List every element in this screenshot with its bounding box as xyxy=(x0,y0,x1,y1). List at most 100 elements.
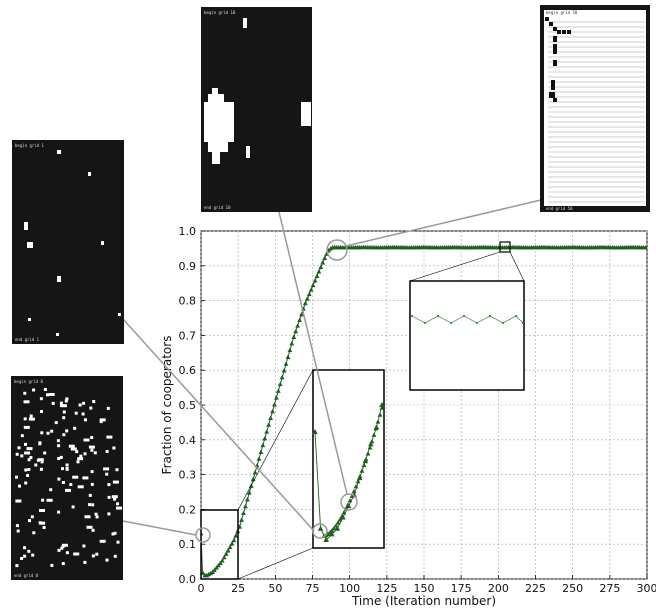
grid-cell xyxy=(60,404,67,408)
grid-cell xyxy=(69,483,73,487)
grid-cell xyxy=(56,439,60,443)
data-point xyxy=(287,347,293,353)
y-tick-label: 0.3 xyxy=(179,469,197,482)
y-tick-label: 1.0 xyxy=(179,225,197,238)
x-tick-label: 275 xyxy=(599,582,620,595)
grid-cell xyxy=(29,414,33,418)
zoom-connector-4 xyxy=(509,251,525,282)
x-tick-label: 125 xyxy=(376,582,397,595)
grid-cell xyxy=(562,30,566,34)
grid-cell xyxy=(15,475,18,479)
inset-late-series xyxy=(411,315,524,324)
data-point xyxy=(283,361,289,366)
grid-cell xyxy=(60,546,64,550)
grid-cell xyxy=(23,425,30,429)
grid-cell xyxy=(91,503,95,507)
grid-cell xyxy=(65,551,69,555)
grid-cell xyxy=(31,553,35,557)
grid-cell xyxy=(38,442,42,446)
grid-cell xyxy=(116,502,119,506)
grid-cell xyxy=(40,431,44,435)
svg-text:begin grid 50: begin grid 50 xyxy=(546,10,578,15)
inset-late-point xyxy=(522,322,524,324)
svg-text:begin grid 0: begin grid 0 xyxy=(14,379,43,384)
grid-cell xyxy=(23,400,30,404)
grid-cell xyxy=(24,468,28,472)
x-tick-label: 300 xyxy=(637,582,656,595)
grid-cell xyxy=(62,433,66,437)
grid-cell xyxy=(49,488,53,492)
inset-data-point xyxy=(353,483,359,489)
grid-cell xyxy=(46,431,50,435)
grid-cell xyxy=(65,463,69,467)
x-axis: 0 25 50 75 100 125 150 175 200 225 250 275 300 xyxy=(198,575,656,595)
inset-data-point xyxy=(375,419,381,424)
grid-cell xyxy=(57,276,61,282)
y-tick-label: 0.5 xyxy=(179,399,197,412)
grid-cell xyxy=(17,446,21,450)
data-point xyxy=(289,340,295,346)
data-point xyxy=(244,497,250,502)
grid-cell xyxy=(116,540,120,544)
grid-cell xyxy=(88,503,92,507)
data-point xyxy=(643,245,647,250)
data-point xyxy=(310,282,316,288)
grid-cell xyxy=(77,457,84,461)
inset-data-point xyxy=(379,402,385,407)
grid-cell xyxy=(92,400,96,403)
grid-cell xyxy=(40,460,44,464)
x-tick-label: 175 xyxy=(451,582,472,595)
inset-late-point xyxy=(476,322,478,324)
grid-cell xyxy=(545,17,549,21)
grid-cell xyxy=(82,401,86,405)
grid-cell xyxy=(90,470,94,474)
y-tick-label: 0.2 xyxy=(179,503,197,516)
grid-cell xyxy=(15,564,19,568)
grid-cell xyxy=(54,421,58,425)
grid-cell xyxy=(107,495,111,499)
grid-cell xyxy=(27,458,31,462)
grid-cell xyxy=(115,468,119,472)
grid-cell xyxy=(40,410,43,413)
data-point xyxy=(308,287,314,292)
grid-cell xyxy=(113,554,117,558)
grid-cell xyxy=(29,456,33,459)
grid-cell xyxy=(20,454,24,458)
grid-cell xyxy=(208,142,228,152)
grid-cell xyxy=(567,30,571,34)
grid-cell xyxy=(73,552,80,556)
grid-cell xyxy=(39,467,43,471)
grid-cell xyxy=(246,146,250,158)
grid-cell xyxy=(24,442,27,446)
data-point xyxy=(233,533,239,538)
data-point xyxy=(293,328,299,334)
data-point xyxy=(215,563,221,568)
grid-cell xyxy=(75,450,79,454)
grid-cell xyxy=(16,529,20,533)
grid-cell xyxy=(118,313,121,316)
grid-cell xyxy=(20,557,24,560)
grid-cell xyxy=(39,521,46,525)
data-point xyxy=(225,548,231,553)
zoom-connector-3 xyxy=(409,251,501,282)
grid-cell xyxy=(99,418,106,422)
grid-cell xyxy=(95,552,99,556)
data-point xyxy=(241,510,246,516)
data-point xyxy=(277,381,283,387)
data-point xyxy=(223,551,229,556)
grid-cell xyxy=(107,512,111,516)
grid-cell xyxy=(88,493,92,497)
pointer-grid50 xyxy=(345,199,542,247)
data-point xyxy=(302,300,308,306)
grid-cell xyxy=(105,472,109,476)
grid-cell xyxy=(106,406,110,410)
x-tick-label: 25 xyxy=(231,582,245,595)
grid-cell xyxy=(70,447,77,451)
grid-cell xyxy=(46,393,49,397)
grid-cell xyxy=(59,455,63,459)
data-point xyxy=(246,490,252,495)
grid-cell xyxy=(549,22,553,26)
inset-data-point xyxy=(357,473,363,479)
inset-data-point xyxy=(339,513,345,519)
